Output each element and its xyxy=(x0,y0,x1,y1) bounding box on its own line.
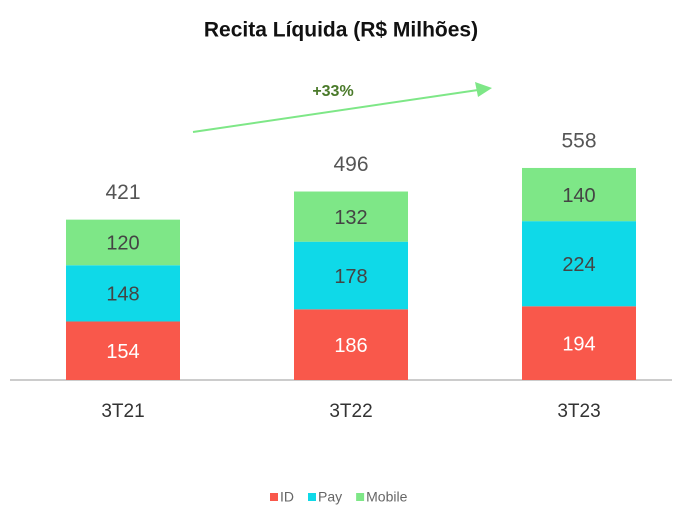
legend-label: ID xyxy=(280,489,294,505)
data-label: 178 xyxy=(334,266,367,288)
data-label: 154 xyxy=(106,341,139,363)
bar-segment xyxy=(66,321,180,380)
x-tick-label: 3T21 xyxy=(101,401,144,422)
data-label: 194 xyxy=(562,333,595,355)
total-label: 496 xyxy=(333,153,368,176)
data-label: 140 xyxy=(562,185,595,207)
bar-segment xyxy=(294,241,408,310)
chart-title: Recita Líquida (R$ Milhões) xyxy=(204,19,478,42)
total-label: 421 xyxy=(105,181,140,204)
legend-swatch xyxy=(356,493,365,501)
data-label: 186 xyxy=(334,335,367,357)
legend-swatch xyxy=(270,493,278,501)
data-label: 132 xyxy=(334,207,367,229)
growth-arrow xyxy=(192,89,479,133)
bar-segment xyxy=(522,306,636,380)
legend-label: Mobile xyxy=(366,489,407,505)
data-label: 224 xyxy=(562,254,595,276)
x-tick-label: 3T23 xyxy=(557,401,600,422)
data-label: 120 xyxy=(106,233,139,255)
data-label: 148 xyxy=(106,284,139,306)
bar-segment xyxy=(66,219,180,266)
bar-segment xyxy=(294,191,408,242)
annotation: +33% xyxy=(312,83,353,100)
bar-segment xyxy=(294,309,408,380)
total-label: 558 xyxy=(561,130,596,153)
legend-swatch xyxy=(308,493,316,501)
legend-label: Pay xyxy=(318,489,342,505)
x-tick-label: 3T22 xyxy=(329,401,372,422)
arrow-head xyxy=(475,82,492,97)
bar-segment xyxy=(66,265,180,322)
bar-segment xyxy=(522,221,636,307)
bar-segment xyxy=(522,167,636,222)
